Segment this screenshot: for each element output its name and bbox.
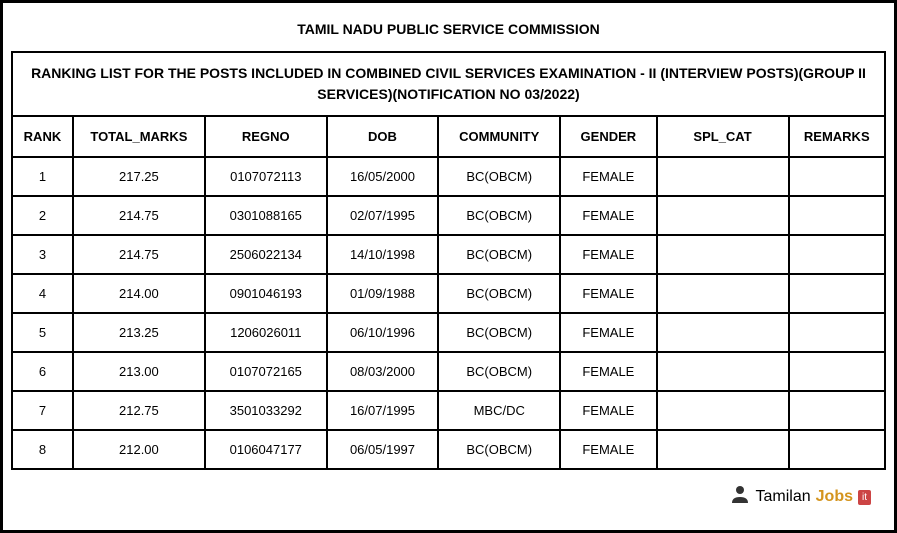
cell-community: MBC/DC [438, 391, 560, 430]
cell-dob: 16/07/1995 [327, 391, 439, 430]
sub-title: RANKING LIST FOR THE POSTS INCLUDED IN C… [11, 51, 886, 117]
cell-dob: 06/05/1997 [327, 430, 439, 469]
cell-splcat [657, 430, 789, 469]
header-regno: REGNO [205, 117, 327, 157]
cell-gender: FEMALE [560, 274, 656, 313]
cell-splcat [657, 352, 789, 391]
cell-regno: 0107072165 [205, 352, 327, 391]
cell-gender: FEMALE [560, 235, 656, 274]
cell-regno: 3501033292 [205, 391, 327, 430]
table-header-row: RANK TOTAL_MARKS REGNO DOB COMMUNITY GEN… [12, 117, 885, 157]
cell-remarks [789, 352, 885, 391]
watermark: Tamilan Jobs it [721, 479, 879, 515]
cell-remarks [789, 235, 885, 274]
header-gender: GENDER [560, 117, 656, 157]
watermark-icon [729, 483, 751, 511]
cell-regno: 0107072113 [205, 157, 327, 196]
cell-dob: 01/09/1988 [327, 274, 439, 313]
watermark-text-1: Tamilan [756, 488, 811, 506]
cell-regno: 2506022134 [205, 235, 327, 274]
table-row: 6213.00010707216508/03/2000BC(OBCM)FEMAL… [12, 352, 885, 391]
header-marks: TOTAL_MARKS [73, 117, 205, 157]
cell-marks: 213.00 [73, 352, 205, 391]
cell-rank: 1 [12, 157, 73, 196]
cell-dob: 08/03/2000 [327, 352, 439, 391]
cell-dob: 02/07/1995 [327, 196, 439, 235]
cell-splcat [657, 196, 789, 235]
cell-remarks [789, 274, 885, 313]
cell-gender: FEMALE [560, 313, 656, 352]
cell-gender: FEMALE [560, 157, 656, 196]
cell-remarks [789, 157, 885, 196]
table-row: 3214.75250602213414/10/1998BC(OBCM)FEMAL… [12, 235, 885, 274]
cell-remarks [789, 313, 885, 352]
cell-splcat [657, 313, 789, 352]
cell-regno: 0901046193 [205, 274, 327, 313]
cell-dob: 06/10/1996 [327, 313, 439, 352]
cell-splcat [657, 157, 789, 196]
watermark-badge: it [858, 490, 871, 505]
cell-community: BC(OBCM) [438, 274, 560, 313]
cell-marks: 214.75 [73, 196, 205, 235]
table-row: 8212.00010604717706/05/1997BC(OBCM)FEMAL… [12, 430, 885, 469]
cell-dob: 16/05/2000 [327, 157, 439, 196]
header-rank: RANK [12, 117, 73, 157]
watermark-text-2: Jobs [816, 488, 853, 506]
cell-gender: FEMALE [560, 352, 656, 391]
cell-splcat [657, 235, 789, 274]
cell-remarks [789, 196, 885, 235]
cell-marks: 214.00 [73, 274, 205, 313]
cell-regno: 0301088165 [205, 196, 327, 235]
cell-rank: 7 [12, 391, 73, 430]
cell-splcat [657, 274, 789, 313]
cell-remarks [789, 430, 885, 469]
cell-rank: 3 [12, 235, 73, 274]
cell-regno: 1206026011 [205, 313, 327, 352]
main-title: TAMIL NADU PUBLIC SERVICE COMMISSION [11, 11, 886, 51]
cell-splcat [657, 391, 789, 430]
table-row: 1217.25010707211316/05/2000BC(OBCM)FEMAL… [12, 157, 885, 196]
cell-rank: 2 [12, 196, 73, 235]
cell-dob: 14/10/1998 [327, 235, 439, 274]
cell-rank: 6 [12, 352, 73, 391]
cell-regno: 0106047177 [205, 430, 327, 469]
cell-community: BC(OBCM) [438, 157, 560, 196]
cell-marks: 214.75 [73, 235, 205, 274]
cell-rank: 5 [12, 313, 73, 352]
header-dob: DOB [327, 117, 439, 157]
cell-community: BC(OBCM) [438, 235, 560, 274]
cell-marks: 212.75 [73, 391, 205, 430]
cell-community: BC(OBCM) [438, 196, 560, 235]
cell-gender: FEMALE [560, 391, 656, 430]
header-remarks: REMARKS [789, 117, 885, 157]
table-row: 2214.75030108816502/07/1995BC(OBCM)FEMAL… [12, 196, 885, 235]
cell-remarks [789, 391, 885, 430]
cell-marks: 212.00 [73, 430, 205, 469]
document-container: TAMIL NADU PUBLIC SERVICE COMMISSION RAN… [11, 11, 886, 522]
header-splcat: SPL_CAT [657, 117, 789, 157]
cell-community: BC(OBCM) [438, 430, 560, 469]
ranking-table: RANK TOTAL_MARKS REGNO DOB COMMUNITY GEN… [11, 117, 886, 470]
cell-marks: 217.25 [73, 157, 205, 196]
cell-community: BC(OBCM) [438, 313, 560, 352]
cell-marks: 213.25 [73, 313, 205, 352]
table-row: 4214.00090104619301/09/1988BC(OBCM)FEMAL… [12, 274, 885, 313]
table-row: 5213.25120602601106/10/1996BC(OBCM)FEMAL… [12, 313, 885, 352]
table-row: 7212.75350103329216/07/1995MBC/DCFEMALE [12, 391, 885, 430]
cell-community: BC(OBCM) [438, 352, 560, 391]
cell-rank: 8 [12, 430, 73, 469]
cell-rank: 4 [12, 274, 73, 313]
table-body: 1217.25010707211316/05/2000BC(OBCM)FEMAL… [12, 157, 885, 469]
cell-gender: FEMALE [560, 430, 656, 469]
header-community: COMMUNITY [438, 117, 560, 157]
cell-gender: FEMALE [560, 196, 656, 235]
